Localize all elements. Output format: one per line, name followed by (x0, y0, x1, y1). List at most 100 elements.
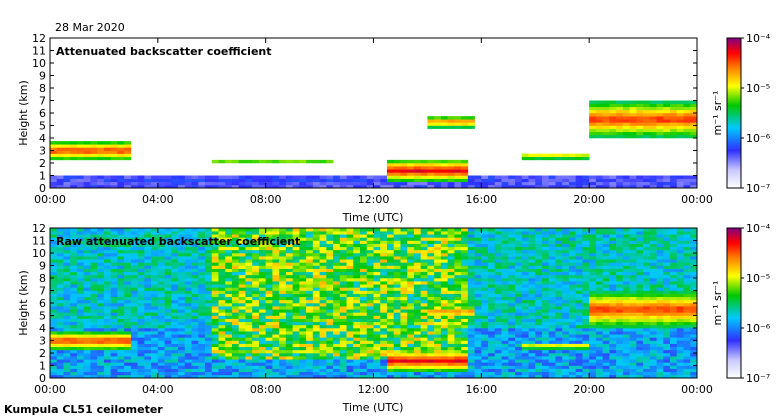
heatmap-cell (555, 153, 563, 158)
heatmap-cell (211, 299, 219, 304)
heatmap-cell (447, 306, 455, 310)
heatmap-cell (319, 368, 327, 373)
heatmap-cell (562, 240, 570, 244)
heatmap-cell (137, 353, 145, 357)
heatmap-cell (474, 274, 482, 279)
heatmap-cell (124, 175, 132, 179)
heatmap-cell (279, 374, 287, 379)
heatmap-cell (339, 181, 347, 186)
heatmap-cell (595, 349, 603, 354)
heatmap-cell (171, 240, 179, 244)
heatmap-cell (346, 309, 354, 313)
heatmap-cell (508, 246, 516, 251)
heatmap-cell (171, 228, 179, 232)
heatmap-cell (346, 306, 354, 310)
heatmap-cell (110, 353, 118, 357)
heatmap-cell (548, 306, 556, 310)
heatmap-cell (198, 231, 206, 235)
heatmap-cell (70, 268, 78, 273)
heatmap-cell (312, 356, 320, 360)
heatmap-cell (319, 359, 327, 363)
heatmap-cell (548, 249, 556, 254)
heatmap-cell (582, 309, 590, 313)
heatmap-cell (353, 278, 361, 282)
heatmap-cell (258, 253, 266, 257)
heatmap-cell (609, 281, 617, 285)
heatmap-cell (157, 324, 165, 329)
heatmap-cell (393, 278, 401, 282)
heatmap-cell (575, 303, 583, 307)
heatmap-cell (386, 159, 395, 164)
heatmap-cell (137, 324, 145, 329)
heatmap-cell (90, 374, 98, 379)
heatmap-cell (231, 278, 240, 282)
heatmap-cell (144, 274, 152, 279)
heatmap-cell (427, 159, 435, 164)
heatmap-cell (63, 278, 71, 282)
heatmap-cell (461, 359, 469, 363)
heatmap-cell (285, 368, 293, 373)
heatmap-cell (440, 334, 448, 338)
heatmap-cell (454, 365, 462, 369)
heatmap-cell (56, 274, 64, 279)
heatmap-cell (683, 175, 691, 179)
heatmap-cell (535, 321, 543, 326)
heatmap-cell (326, 228, 334, 232)
heatmap-cell (279, 349, 287, 354)
heatmap-cell (218, 315, 226, 319)
heatmap-cell (494, 299, 502, 304)
heatmap-cell (541, 234, 550, 238)
heatmap-cell (467, 309, 475, 313)
heatmap-cell (589, 125, 597, 129)
heatmap-cell (63, 281, 71, 285)
heatmap-cell (56, 343, 64, 348)
heatmap-cell (595, 278, 603, 282)
heatmap-cell (602, 122, 610, 126)
heatmap-cell (56, 340, 64, 344)
heatmap-cell (144, 243, 152, 248)
heatmap-cell (103, 340, 111, 344)
heatmap-cell (413, 328, 421, 332)
heatmap-cell (407, 178, 415, 183)
heatmap-cell (191, 253, 199, 257)
heatmap-cell (299, 256, 307, 260)
heatmap-cell (528, 290, 536, 294)
heatmap-cell (386, 293, 395, 298)
heatmap-cell (616, 278, 624, 282)
heatmap-cell (205, 356, 213, 360)
heatmap-cell (488, 178, 496, 183)
heatmap-cell (218, 287, 226, 291)
heatmap-cell (562, 321, 570, 326)
heatmap-cell (541, 287, 550, 291)
heatmap-cell (413, 315, 421, 319)
heatmap-cell (346, 331, 354, 335)
heatmap-cell (461, 119, 469, 123)
heatmap-cell (103, 359, 111, 363)
heatmap-cell (130, 234, 138, 238)
heatmap-cell (117, 290, 125, 294)
heatmap-cell (649, 109, 657, 114)
heatmap-cell (447, 362, 455, 366)
heatmap-cell (306, 371, 314, 376)
heatmap-cell (413, 159, 421, 164)
heatmap-cell (440, 321, 448, 326)
heatmap-cell (285, 356, 293, 360)
heatmap-cell (56, 153, 64, 158)
heatmap-cell (508, 334, 516, 338)
heatmap-cell (50, 278, 58, 282)
heatmap-cell (103, 346, 111, 351)
heatmap-cell (157, 184, 165, 189)
heatmap-cell (380, 318, 388, 323)
heatmap-cell (481, 175, 489, 179)
heatmap-cell (252, 324, 260, 329)
heatmap-cell (622, 178, 630, 183)
heatmap-cell (211, 246, 219, 251)
heatmap-cell (90, 334, 98, 338)
heatmap-cell (521, 228, 529, 232)
heatmap-cell (184, 256, 192, 260)
heatmap-cell (474, 175, 482, 179)
heatmap-cell (103, 237, 111, 241)
heatmap-cell (151, 312, 159, 316)
heatmap-cell (373, 278, 381, 282)
heatmap-cell (144, 324, 152, 329)
